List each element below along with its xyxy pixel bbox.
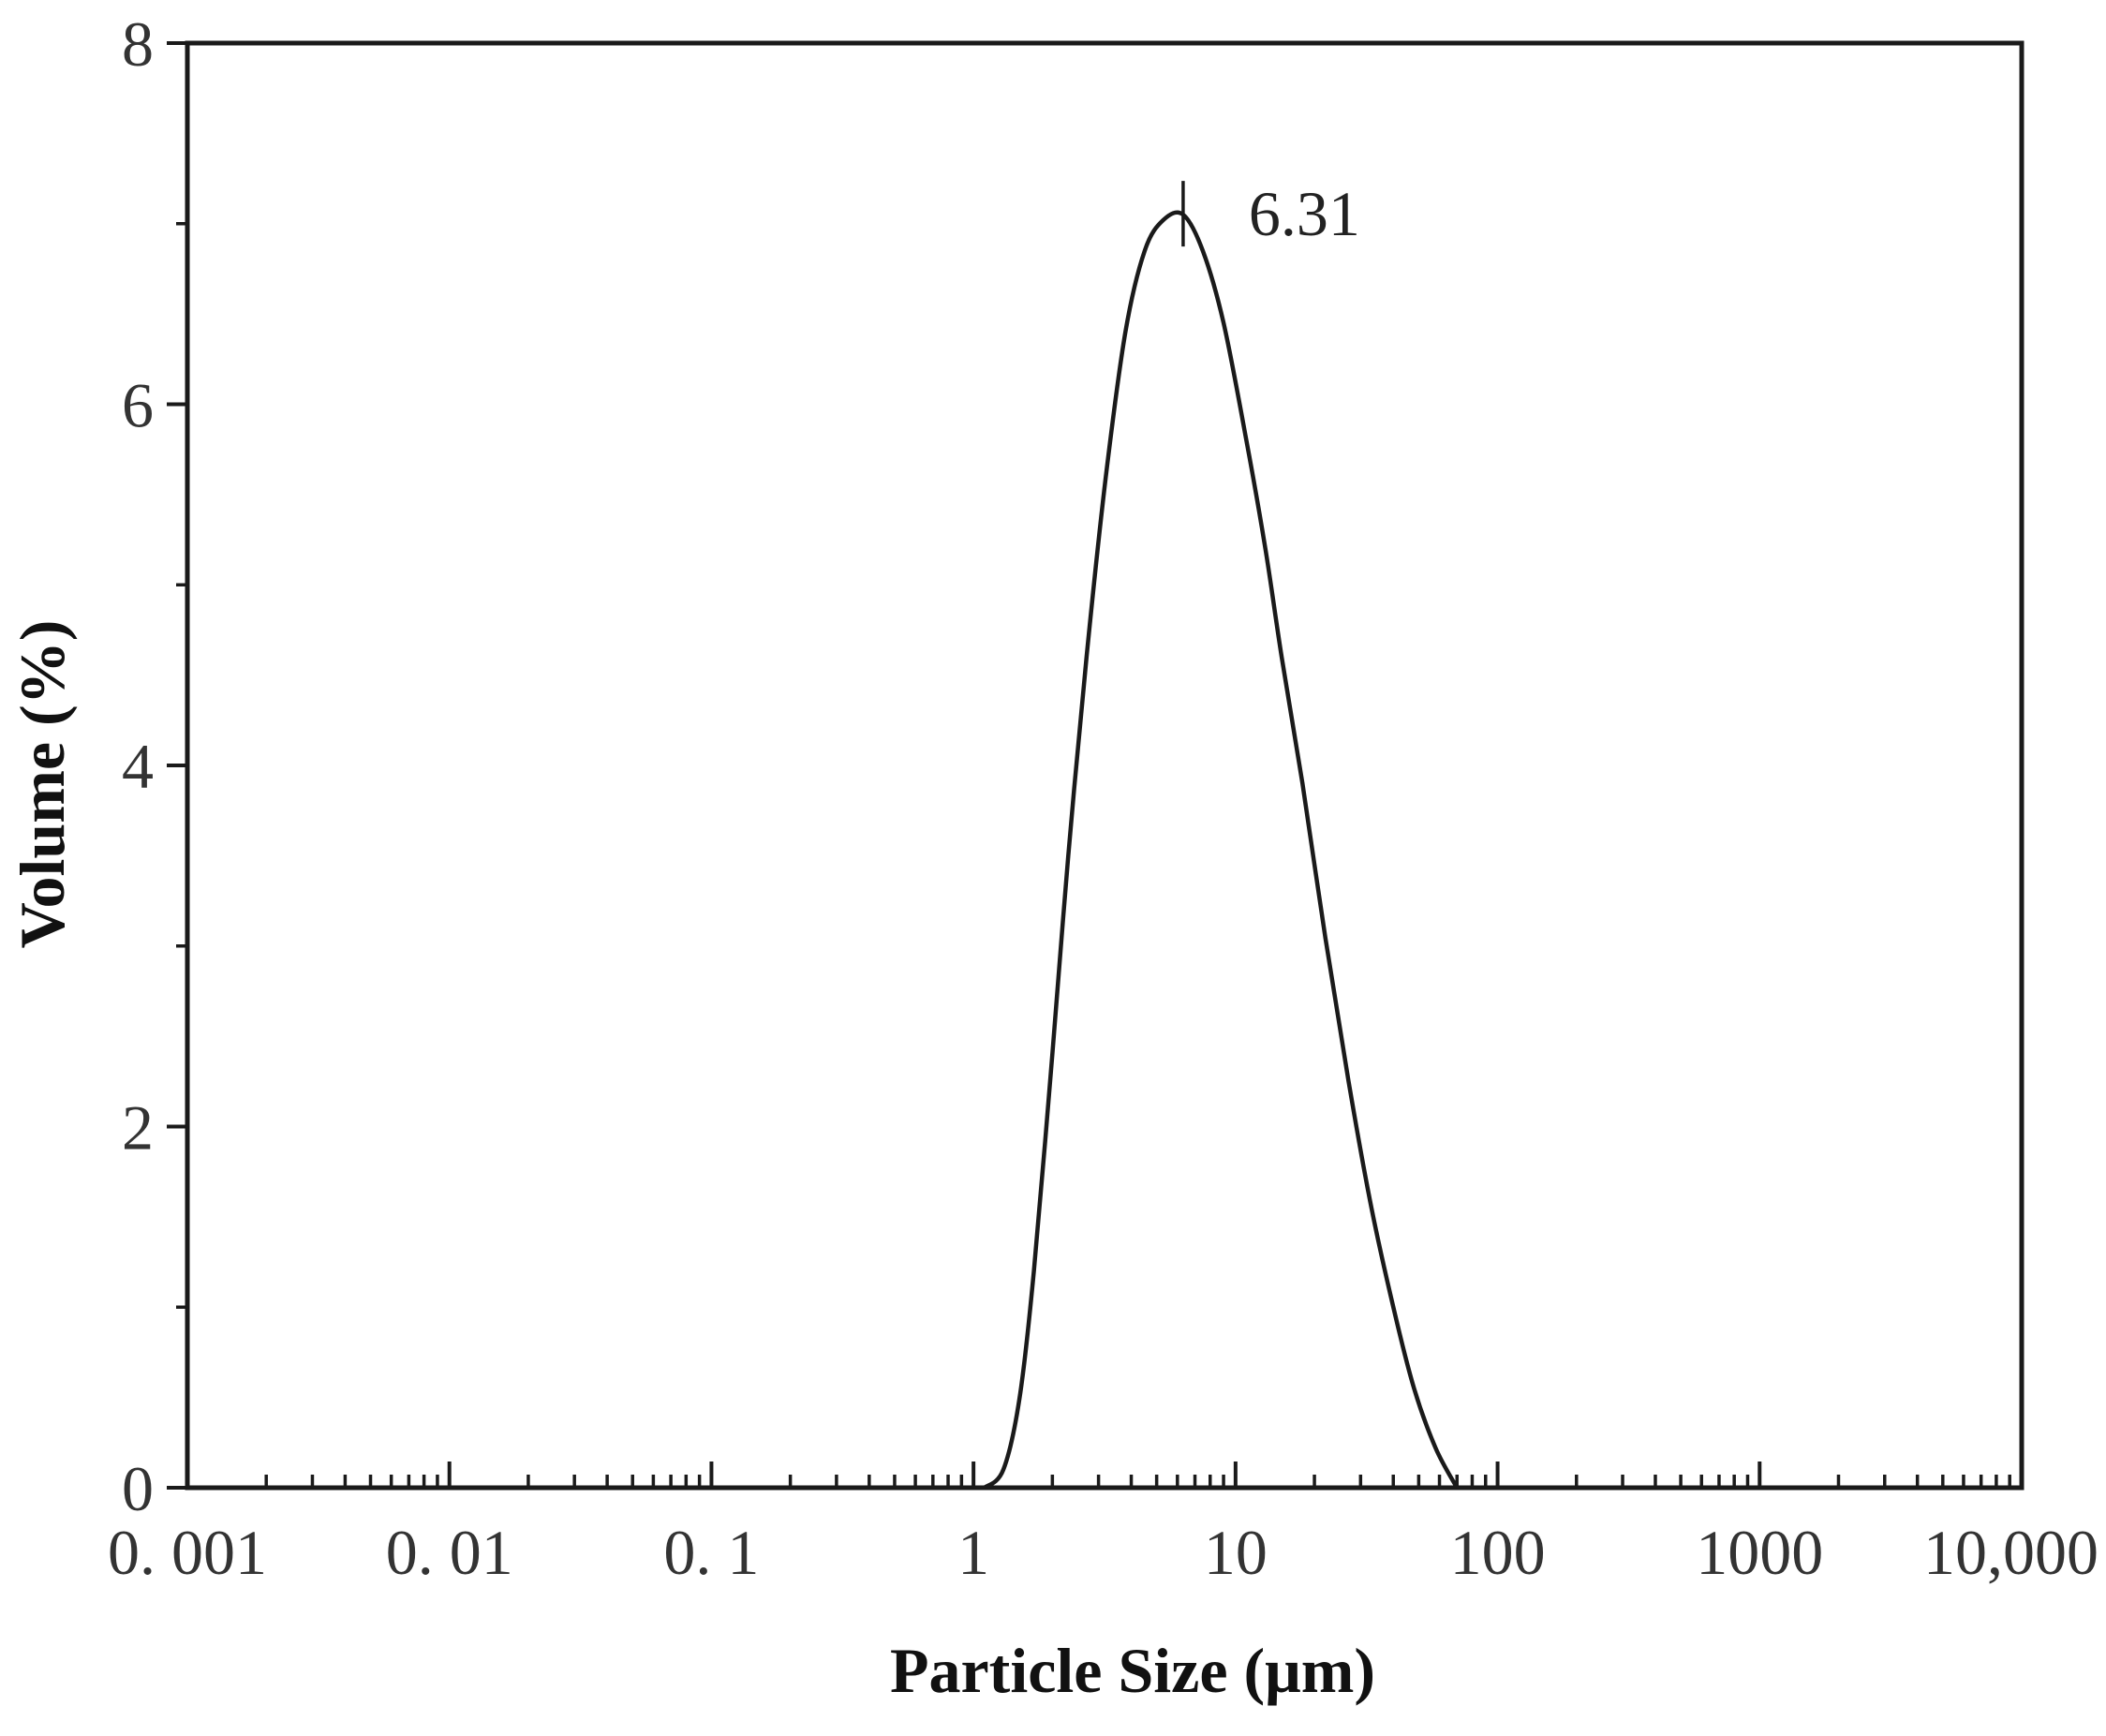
x-tick-label: 1000 [1696,1517,1823,1588]
x-tick-labels: 0. 001 0. 01 0. 1 1 10 100 1000 10,000 [108,1517,2099,1588]
y-tick-label: 0 [122,1453,154,1524]
peak-label: 6.31 [1249,178,1360,249]
y-tick-label: 6 [122,370,154,441]
x-axis-title: Particle Size (μm) [890,1635,1375,1706]
x-tick-label: 100 [1450,1517,1546,1588]
x-minor-ticks [264,1475,2011,1488]
y-tick-label: 2 [122,1092,154,1164]
x-tick-label: 0. 001 [108,1517,267,1588]
x-tick-label: 0. 01 [386,1517,513,1588]
x-tick-label: 10,000 [1923,1517,2099,1588]
y-tick-label: 4 [122,731,154,802]
y-axis-title: Volume (%) [7,620,78,949]
x-major-ticks [185,1462,2024,1488]
y-ticks [167,41,187,1490]
x-tick-label: 0. 1 [663,1517,759,1588]
y-tick-label: 8 [122,8,154,80]
x-tick-label: 1 [957,1517,989,1588]
series-line [983,210,1460,1490]
x-tick-label: 10 [1204,1517,1268,1588]
y-tick-labels: 0 2 4 6 8 [122,8,154,1524]
